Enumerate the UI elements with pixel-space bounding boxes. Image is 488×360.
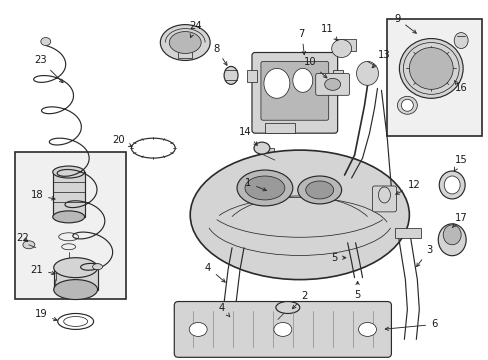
Ellipse shape [53, 211, 84, 223]
Ellipse shape [253, 142, 269, 154]
Bar [246, 71, 256, 82]
FancyBboxPatch shape [261, 62, 328, 120]
Ellipse shape [401, 99, 412, 111]
Ellipse shape [408, 48, 452, 89]
Bar [279, 307, 303, 318]
Ellipse shape [397, 96, 416, 114]
Bar [395, 228, 421, 238]
Ellipse shape [41, 37, 51, 45]
Ellipse shape [297, 176, 341, 204]
Text: 21: 21 [30, 265, 55, 275]
Bar [335, 39, 355, 50]
Ellipse shape [331, 40, 351, 58]
Ellipse shape [224, 67, 238, 84]
Bar [53, 172, 84, 217]
Bar [386, 19, 481, 136]
Text: 24: 24 [188, 21, 201, 37]
Text: 8: 8 [213, 44, 226, 65]
Bar [54, 268, 98, 289]
Ellipse shape [264, 68, 289, 98]
Text: 13: 13 [371, 50, 390, 68]
Ellipse shape [190, 150, 408, 280]
Ellipse shape [54, 258, 98, 278]
Text: 22: 22 [17, 233, 29, 243]
Ellipse shape [169, 32, 201, 54]
Ellipse shape [237, 170, 292, 206]
Ellipse shape [324, 78, 340, 90]
Text: 15: 15 [453, 155, 467, 171]
Text: 9: 9 [393, 14, 415, 33]
FancyBboxPatch shape [315, 73, 349, 95]
Ellipse shape [292, 68, 312, 92]
Ellipse shape [356, 62, 378, 85]
Text: 1: 1 [244, 178, 266, 191]
Text: 18: 18 [30, 190, 55, 200]
Ellipse shape [438, 171, 464, 199]
Ellipse shape [160, 24, 210, 60]
Text: 4: 4 [204, 263, 224, 282]
Ellipse shape [305, 181, 333, 199]
Ellipse shape [442, 225, 460, 245]
Text: 3: 3 [416, 245, 431, 267]
Ellipse shape [273, 323, 291, 336]
Ellipse shape [92, 264, 102, 270]
Text: 5: 5 [354, 282, 360, 300]
Text: 14: 14 [238, 127, 257, 145]
Text: 5: 5 [331, 253, 345, 263]
Bar [264, 123, 294, 133]
Bar [15, 152, 126, 298]
Text: 4: 4 [219, 302, 229, 317]
Ellipse shape [189, 323, 207, 336]
Text: 10: 10 [303, 58, 326, 78]
Ellipse shape [54, 280, 98, 300]
Ellipse shape [275, 302, 299, 314]
Bar [178, 50, 192, 58]
Ellipse shape [453, 32, 467, 49]
FancyBboxPatch shape [174, 302, 390, 357]
Ellipse shape [63, 316, 87, 327]
Text: 20: 20 [112, 135, 132, 147]
Bar [332, 71, 342, 82]
Text: 7: 7 [298, 28, 305, 55]
Text: 16: 16 [453, 81, 467, 93]
Ellipse shape [443, 176, 459, 194]
Text: 23: 23 [35, 55, 63, 83]
Text: 17: 17 [451, 213, 467, 228]
Bar [258, 148, 273, 156]
Text: 6: 6 [385, 319, 437, 330]
Text: 2: 2 [292, 291, 307, 309]
Ellipse shape [53, 166, 84, 178]
Ellipse shape [358, 323, 376, 336]
FancyBboxPatch shape [251, 53, 337, 133]
Text: 19: 19 [34, 310, 57, 321]
Text: 11: 11 [321, 24, 337, 41]
Ellipse shape [399, 39, 462, 98]
Ellipse shape [23, 241, 35, 249]
FancyBboxPatch shape [372, 186, 396, 212]
Text: 12: 12 [395, 180, 420, 194]
Ellipse shape [437, 224, 465, 256]
Ellipse shape [244, 176, 285, 200]
